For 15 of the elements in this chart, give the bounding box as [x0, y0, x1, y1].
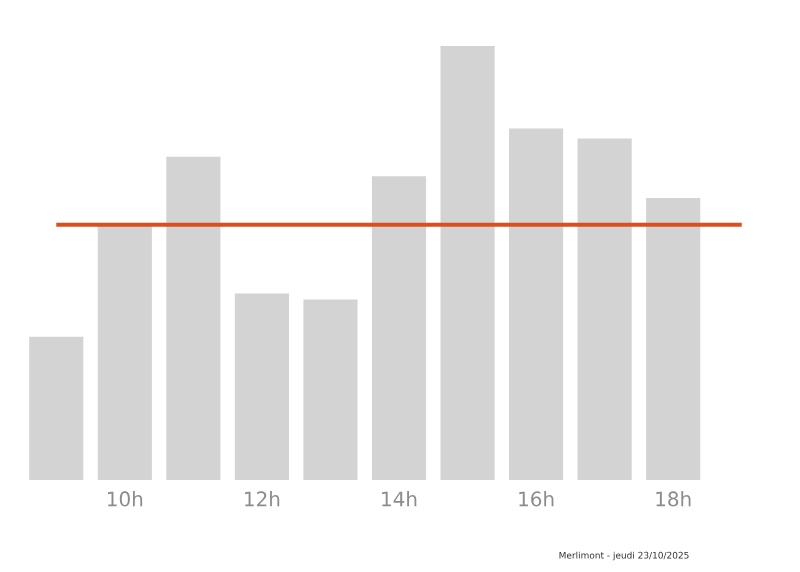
bar	[646, 197, 701, 480]
x-tick-label: 18h	[656, 491, 691, 507]
x-tick-label: 14h	[382, 491, 417, 507]
bar	[29, 336, 84, 480]
x-tick-label: 10h	[108, 491, 143, 507]
x-tick-label: 16h	[519, 491, 554, 507]
bar	[440, 45, 495, 480]
bar	[509, 128, 564, 480]
bar	[234, 293, 289, 480]
bar	[371, 176, 427, 480]
bar	[97, 223, 152, 480]
x-tick-label: 12h	[245, 491, 280, 507]
bar	[303, 299, 358, 480]
bar	[166, 156, 221, 480]
bar	[577, 138, 632, 480]
